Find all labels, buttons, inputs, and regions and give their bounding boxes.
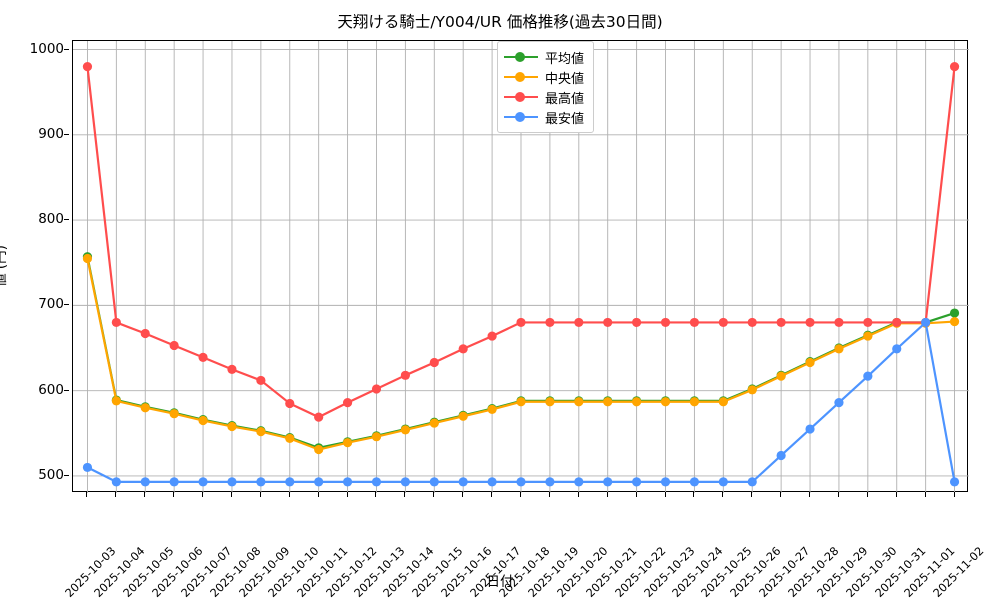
legend-label: 平均値 [545,51,585,67]
legend-item-最安値[interactable]: 最安値 [504,107,584,127]
x-axis-title: 日付 [486,574,514,590]
series-最安値 [82,317,960,487]
y-tick-label: 500 [38,466,64,483]
x-tick-mark [230,492,232,497]
legend-swatch-icon [504,110,538,124]
x-tick-mark [635,492,637,497]
legend-marker-dot-icon [515,112,525,122]
y-tick-mark [64,389,69,391]
y-tick-label: 700 [38,296,64,313]
x-tick-mark [520,492,521,497]
x-tick-mark [317,492,319,497]
x-tick-mark [115,492,117,497]
x-tick-mark [722,492,724,497]
series-最高値 [82,61,960,422]
x-tick-mark [346,492,348,497]
y-tick-mark [64,133,69,135]
y-tick-label: 1000 [29,40,64,57]
y-tick-mark [64,474,69,476]
legend-swatch-icon [504,90,538,104]
legend-label: 中央値 [545,71,585,87]
x-tick-mark [693,492,695,497]
legend-item-最高値[interactable]: 最高値 [504,87,584,107]
chart-legend: 平均値中央値最高値最安値 [497,41,595,133]
y-tick-label: 800 [38,211,64,228]
legend-marker-dot-icon [515,52,525,62]
x-tick-mark [491,492,493,497]
legend-swatch-icon [504,70,538,84]
x-tick-mark [780,492,782,497]
x-tick-mark [895,492,897,497]
plot-area [72,40,969,493]
legend-item-平均値[interactable]: 平均値 [504,47,584,67]
x-tick-mark [837,492,839,497]
y-tick-label: 900 [38,125,64,142]
x-tick-mark [404,492,406,497]
x-tick-mark [953,492,955,497]
x-tick-mark [288,492,290,497]
y-tick-mark [64,304,69,306]
legend-item-中央値[interactable]: 中央値 [504,67,584,87]
chart-title: 天翔ける騎士/Y004/UR 価格推移(過去30日間) [337,13,663,31]
y-tick-mark [64,219,69,221]
x-tick-mark [433,492,435,497]
x-tick-mark [173,492,175,497]
x-tick-mark [462,492,464,497]
legend-label: 最安値 [545,111,585,127]
x-tick-mark [751,492,753,497]
x-tick-mark [86,492,88,497]
legend-label: 最高値 [545,91,585,107]
legend-marker-dot-icon [515,92,525,102]
x-tick-mark [606,492,608,497]
x-tick-mark [664,492,666,497]
y-tick-label: 600 [38,381,64,398]
x-tick-mark [375,492,377,497]
x-tick-mark [259,492,261,497]
y-axis-ticks: 500 600 700 800 900 1000 [0,40,69,492]
x-tick-mark [548,492,550,497]
x-tick-mark [577,492,579,497]
legend-swatch-icon [504,50,538,64]
x-tick-mark [866,492,868,497]
x-tick-mark [924,492,926,497]
x-axis-ticks: 2025-10-03 2025-10-04 2025-10-05 2025-10-06… [63,492,986,600]
plot-svg [73,41,969,493]
x-tick-mark [144,492,146,497]
x-tick-mark [809,492,811,497]
y-tick-mark [64,48,69,50]
legend-marker-dot-icon [515,72,525,82]
x-tick-mark [202,492,204,497]
